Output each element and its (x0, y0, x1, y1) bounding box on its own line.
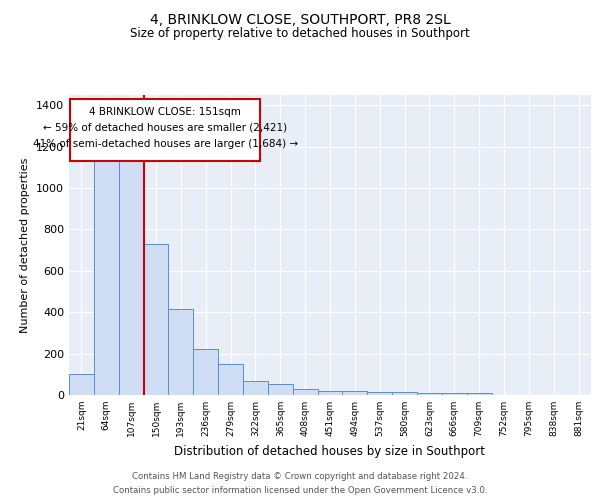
Y-axis label: Number of detached properties: Number of detached properties (20, 158, 31, 332)
Bar (343, 391, 367, 395)
Bar (293, 389, 317, 395)
Bar (417, 392, 442, 395)
Text: 4 BRINKLOW CLOSE: 151sqm: 4 BRINKLOW CLOSE: 151sqm (89, 108, 241, 118)
Bar (119, 156, 143, 395)
Bar (367, 392, 392, 395)
Bar (70, 99, 260, 161)
Bar (169, 309, 193, 395)
X-axis label: Distribution of detached houses by size in Southport: Distribution of detached houses by size … (175, 444, 485, 458)
Bar (268, 384, 293, 395)
Bar (193, 350, 218, 395)
Bar (467, 393, 491, 395)
Bar (218, 364, 243, 395)
Bar (69, 374, 94, 395)
Bar (94, 157, 119, 395)
Text: Size of property relative to detached houses in Southport: Size of property relative to detached ho… (130, 28, 470, 40)
Bar (317, 391, 343, 395)
Bar (143, 244, 169, 395)
Text: 4, BRINKLOW CLOSE, SOUTHPORT, PR8 2SL: 4, BRINKLOW CLOSE, SOUTHPORT, PR8 2SL (149, 12, 451, 26)
Text: ← 59% of detached houses are smaller (2,421): ← 59% of detached houses are smaller (2,… (43, 123, 287, 133)
Text: Contains HM Land Registry data © Crown copyright and database right 2024.: Contains HM Land Registry data © Crown c… (132, 472, 468, 481)
Bar (392, 392, 417, 395)
Text: Contains public sector information licensed under the Open Government Licence v3: Contains public sector information licen… (113, 486, 487, 495)
Bar (243, 380, 268, 395)
Text: 41% of semi-detached houses are larger (1,684) →: 41% of semi-detached houses are larger (… (33, 140, 298, 149)
Bar (442, 393, 467, 395)
